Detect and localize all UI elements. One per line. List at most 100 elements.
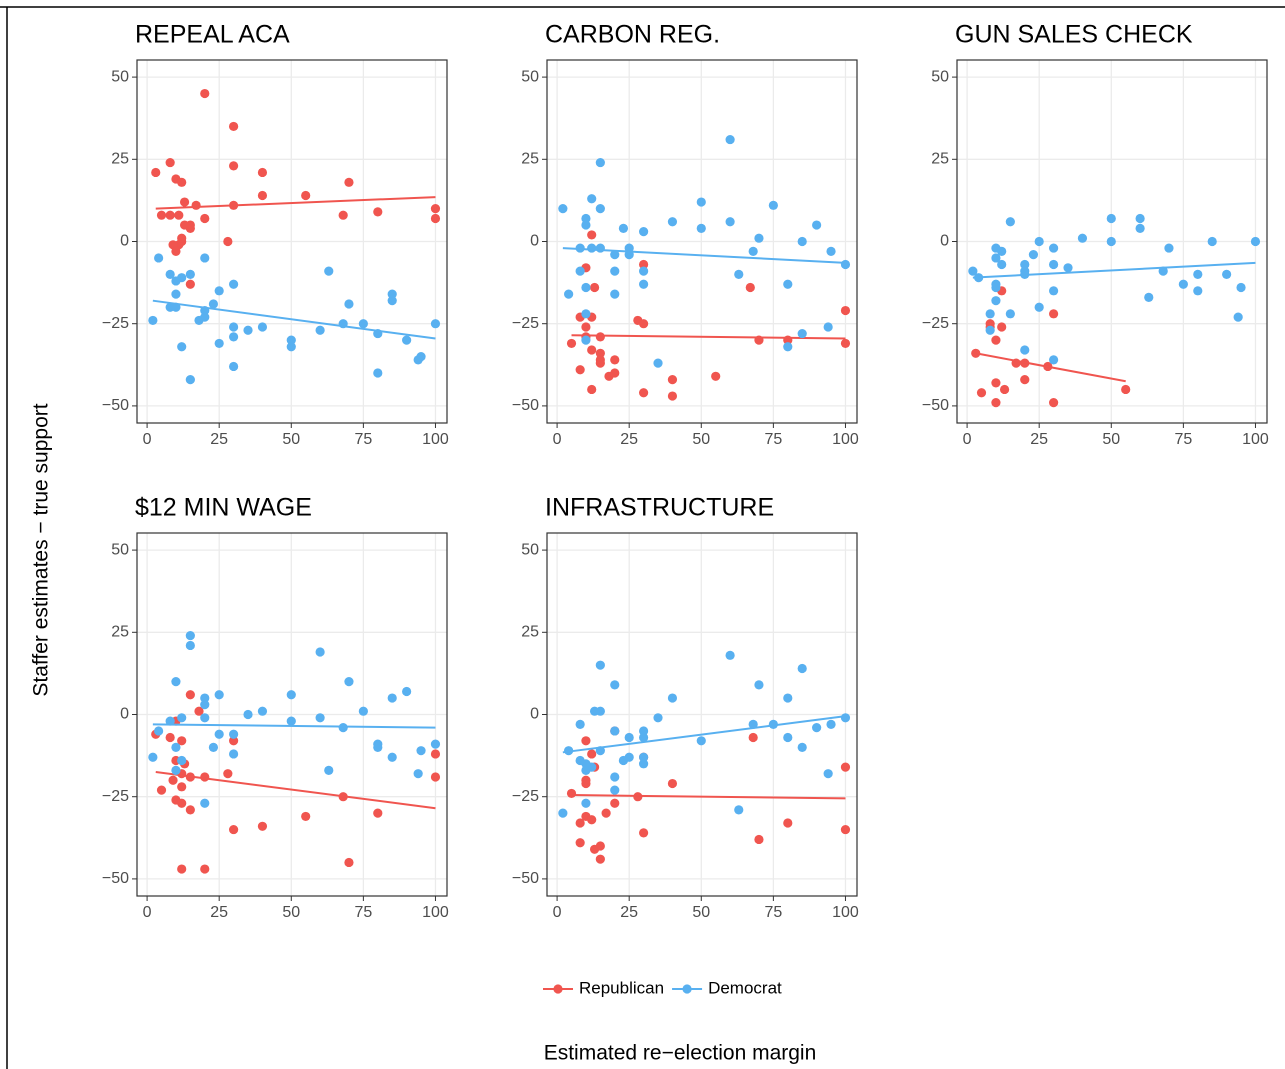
- x-tick-label: 75: [354, 904, 372, 921]
- point: [358, 319, 368, 329]
- point: [812, 220, 822, 230]
- x-tick-label: 75: [1174, 431, 1192, 448]
- x-tick-label: 50: [692, 431, 710, 448]
- point: [156, 785, 167, 795]
- point: [214, 690, 224, 700]
- x-tick-label: 0: [553, 904, 562, 921]
- point: [168, 775, 178, 785]
- point: [387, 752, 397, 762]
- point: [581, 309, 591, 319]
- point: [1020, 259, 1030, 270]
- point: [999, 384, 1010, 395]
- x-tick-label: 0: [553, 431, 562, 448]
- point: [200, 864, 210, 874]
- point: [991, 296, 1001, 306]
- point: [229, 332, 239, 342]
- point: [315, 325, 325, 335]
- point: [1250, 236, 1261, 247]
- y-tick-label: −50: [512, 870, 539, 887]
- point: [214, 729, 224, 739]
- point: [171, 289, 181, 299]
- point: [1034, 236, 1044, 247]
- x-tick-label: 75: [354, 431, 372, 448]
- point: [1106, 236, 1116, 247]
- panel-title: INFRASTRUCTURE: [545, 494, 774, 522]
- point: [696, 736, 706, 746]
- point: [430, 213, 441, 224]
- point: [373, 808, 383, 818]
- point: [618, 223, 629, 233]
- x-tick-label: 25: [1030, 431, 1048, 448]
- point: [179, 220, 190, 230]
- point: [667, 391, 678, 401]
- x-tick-label: 50: [692, 904, 710, 921]
- point: [301, 190, 311, 201]
- point: [344, 177, 354, 187]
- point: [402, 686, 412, 697]
- point: [812, 723, 822, 733]
- point: [387, 296, 397, 306]
- point: [566, 338, 577, 349]
- x-tick-label: 0: [143, 904, 152, 921]
- y-tick-label: 50: [931, 68, 949, 85]
- point: [610, 772, 620, 782]
- point: [338, 723, 348, 733]
- point: [840, 305, 851, 316]
- point: [1222, 269, 1232, 279]
- point: [200, 253, 210, 263]
- point: [208, 299, 219, 309]
- point: [315, 713, 325, 723]
- point: [581, 220, 591, 230]
- legend-label: Republican: [579, 978, 664, 997]
- point: [1135, 213, 1145, 224]
- point: [257, 322, 268, 332]
- point: [610, 785, 620, 795]
- point: [191, 200, 201, 210]
- point: [575, 365, 585, 375]
- point: [601, 808, 611, 818]
- panel-border: [956, 59, 1268, 424]
- point: [667, 778, 678, 789]
- trend-line: [972, 261, 1256, 279]
- point: [154, 726, 164, 736]
- point: [575, 818, 585, 828]
- point: [991, 253, 1001, 263]
- point: [595, 332, 605, 342]
- point: [595, 204, 605, 214]
- legend-dot: [682, 984, 692, 994]
- trend-line: [155, 196, 436, 210]
- point: [595, 348, 605, 358]
- point: [587, 194, 597, 204]
- point: [165, 732, 175, 743]
- point: [587, 230, 597, 240]
- x-tick-label: 25: [210, 431, 228, 448]
- point: [581, 798, 591, 808]
- point: [214, 338, 224, 349]
- point: [783, 732, 793, 743]
- point: [997, 246, 1007, 256]
- y-tick-label: 0: [120, 233, 129, 250]
- y-tick-label: −50: [102, 397, 129, 414]
- point: [177, 177, 187, 187]
- point: [148, 752, 158, 762]
- x-tick-label: 75: [764, 431, 782, 448]
- point: [286, 342, 296, 352]
- point: [976, 388, 987, 398]
- point: [214, 286, 224, 296]
- point: [754, 834, 764, 845]
- point: [797, 236, 807, 247]
- point: [185, 269, 195, 279]
- point: [1063, 263, 1073, 273]
- point: [783, 342, 793, 352]
- point: [185, 279, 195, 289]
- point: [754, 233, 764, 243]
- point: [243, 709, 253, 720]
- point: [1077, 233, 1088, 243]
- point: [997, 259, 1007, 270]
- y-tick-label: −50: [512, 397, 539, 414]
- point: [653, 713, 663, 723]
- point: [229, 729, 239, 739]
- point: [639, 319, 649, 329]
- point: [165, 269, 175, 279]
- point: [581, 322, 591, 332]
